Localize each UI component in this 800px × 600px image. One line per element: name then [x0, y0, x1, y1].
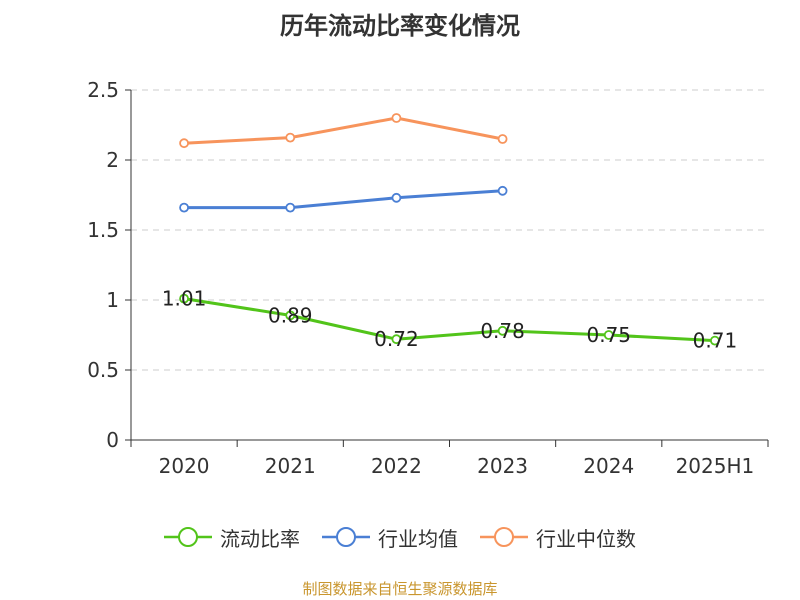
- data-point[interactable]: [391, 113, 402, 123]
- y-tick-label: 1: [106, 288, 119, 312]
- series-lines: [179, 113, 720, 346]
- data-label: 0.72: [374, 327, 419, 351]
- x-tick-label: 2022: [371, 454, 422, 478]
- data-label: 0.89: [268, 303, 313, 327]
- legend-item[interactable]: 行业均值: [322, 523, 458, 552]
- series-line-2: [184, 116, 503, 145]
- data-point[interactable]: [391, 192, 402, 203]
- legend-swatch: [164, 527, 212, 547]
- legend-label: 流动比率: [220, 526, 300, 551]
- legend-swatch: [322, 527, 370, 547]
- y-tick-label: 1.5: [87, 218, 119, 242]
- axes: 0 0.5 1 1.5 2 2.5 2020 2021 2022 2023 2024 2025H1: [87, 78, 769, 478]
- x-tick-label: 2024: [583, 454, 634, 478]
- data-point[interactable]: [710, 335, 720, 346]
- legend-label: 行业均值: [378, 526, 458, 551]
- data-label: 1.01: [162, 287, 207, 311]
- grid-lines: [131, 89, 768, 371]
- data-point[interactable]: [497, 325, 508, 336]
- data-label: 0.75: [586, 323, 631, 347]
- legend-item[interactable]: 流动比率: [164, 523, 300, 552]
- y-tick-label: 2.5: [87, 78, 119, 102]
- y-tick-label: 2: [106, 148, 119, 172]
- data-point[interactable]: [391, 334, 402, 345]
- data-point[interactable]: [497, 134, 508, 144]
- data-point[interactable]: [603, 330, 614, 340]
- legend-label: 行业中位数: [536, 526, 636, 551]
- data-point[interactable]: [285, 202, 296, 213]
- data-point[interactable]: [179, 202, 189, 213]
- x-tick-label: 2025H1: [676, 454, 755, 478]
- y-tick-label: 0: [106, 428, 119, 452]
- series-line-0: [183, 297, 715, 343]
- x-tick-label: 2020: [159, 454, 210, 478]
- data-point[interactable]: [285, 132, 296, 143]
- data-point[interactable]: [179, 138, 189, 149]
- data-label: 0.78: [480, 319, 525, 343]
- legend-item[interactable]: 行业中位数: [480, 523, 636, 552]
- data-labels: 1.01 0.89 0.72 0.78 0.75 0.71: [162, 287, 737, 353]
- y-tick-label: 0.5: [87, 358, 119, 382]
- chart-title: 历年流动比率变化情况: [280, 12, 520, 40]
- legend: 流动比率 行业均值 行业中位数: [0, 521, 800, 553]
- data-point[interactable]: [497, 185, 508, 196]
- data-point[interactable]: [285, 310, 296, 321]
- data-label: 0.71: [693, 329, 738, 353]
- legend-swatch: [480, 527, 528, 547]
- data-point[interactable]: [179, 293, 189, 304]
- x-tick-label: 2023: [477, 454, 528, 478]
- source-note: 制图数据来自恒生聚源数据库: [302, 580, 498, 598]
- x-tick-label: 2021: [265, 454, 316, 478]
- series-line-1: [184, 189, 503, 210]
